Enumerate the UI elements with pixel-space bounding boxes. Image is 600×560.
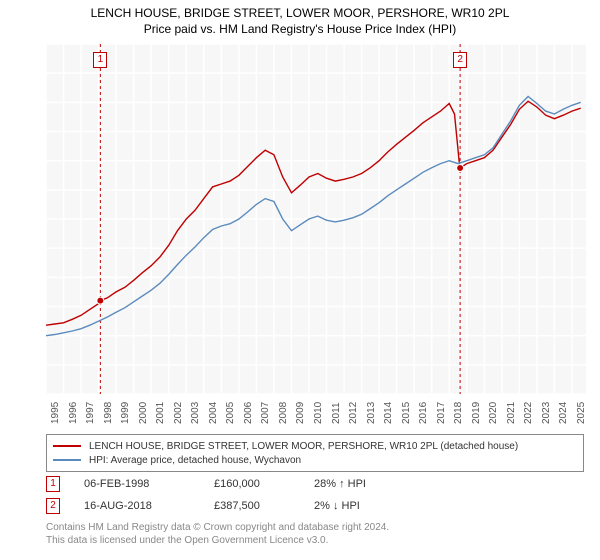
footnote-line-2: This data is licensed under the Open Gov… (46, 535, 586, 548)
legend-item-property: LENCH HOUSE, BRIDGE STREET, LOWER MOOR, … (53, 439, 577, 453)
x-tick-label: 2019 (471, 402, 482, 424)
x-tick-label: 2014 (383, 402, 394, 424)
x-tick-label: 2000 (138, 402, 149, 424)
chart-sale-marker: 2 (453, 52, 467, 68)
x-tick-label: 1995 (50, 402, 61, 424)
x-tick-label: 2011 (331, 402, 342, 424)
legend-swatch-hpi (53, 459, 81, 461)
sale-marker-2: 2 (46, 498, 60, 514)
x-tick-label: 2006 (243, 402, 254, 424)
legend: LENCH HOUSE, BRIDGE STREET, LOWER MOOR, … (46, 434, 584, 472)
x-tick-label: 2003 (190, 402, 201, 424)
x-tick-label: 2015 (401, 402, 412, 424)
x-tick-label: 2009 (295, 402, 306, 424)
sale-marker-1: 1 (46, 476, 60, 492)
x-tick-label: 2008 (278, 402, 289, 424)
x-tick-label: 2004 (208, 402, 219, 424)
sale-row-2: 2 16-AUG-2018 £387,500 2% ↓ HPI (46, 496, 586, 516)
x-tick-label: 2013 (366, 402, 377, 424)
sale-pct-2: 2% ↓ HPI (314, 500, 434, 512)
x-tick-label: 2002 (173, 402, 184, 424)
legend-item-hpi: HPI: Average price, detached house, Wych… (53, 453, 577, 467)
sale-row-1: 1 06-FEB-1998 £160,000 28% ↑ HPI (46, 474, 586, 494)
sale-date-1: 06-FEB-1998 (84, 478, 214, 490)
legend-label-property: LENCH HOUSE, BRIDGE STREET, LOWER MOOR, … (89, 441, 518, 452)
x-tick-label: 1999 (120, 402, 131, 424)
price-chart (46, 44, 586, 394)
x-tick-label: 2024 (558, 402, 569, 424)
x-tick-label: 2010 (313, 402, 324, 424)
legend-label-hpi: HPI: Average price, detached house, Wych… (89, 455, 301, 466)
sale-price-2: £387,500 (214, 500, 314, 512)
sale-dot (97, 297, 104, 304)
x-tick-label: 2017 (436, 402, 447, 424)
y-axis-ticks: £0£50K£100K£150K£200K£250K£300K£350K£400… (0, 44, 46, 394)
x-tick-label: 2018 (453, 402, 464, 424)
x-tick-label: 2007 (260, 402, 271, 424)
x-tick-label: 2016 (418, 402, 429, 424)
footnote: Contains HM Land Registry data © Crown c… (46, 522, 586, 547)
x-tick-label: 2025 (576, 402, 587, 424)
sale-dot (457, 164, 464, 171)
x-tick-label: 2020 (488, 402, 499, 424)
x-tick-label: 2005 (225, 402, 236, 424)
title-line-2: Price paid vs. HM Land Registry's House … (0, 22, 600, 36)
x-tick-label: 1997 (85, 402, 96, 424)
x-tick-label: 1998 (103, 402, 114, 424)
sale-pct-1: 28% ↑ HPI (314, 478, 434, 490)
x-tick-label: 2012 (348, 402, 359, 424)
title-block: LENCH HOUSE, BRIDGE STREET, LOWER MOOR, … (0, 0, 600, 36)
footnote-line-1: Contains HM Land Registry data © Crown c… (46, 522, 586, 535)
sale-date-2: 16-AUG-2018 (84, 500, 214, 512)
x-tick-label: 2001 (155, 402, 166, 424)
x-axis-ticks: 1995 1996 1997 1998 1999 2000 2001 2002 2003 2004… (46, 394, 586, 430)
x-tick-label: 2023 (541, 402, 552, 424)
title-line-1: LENCH HOUSE, BRIDGE STREET, LOWER MOOR, … (0, 6, 600, 20)
x-tick-label: 2022 (523, 402, 534, 424)
sales-table: 1 06-FEB-1998 £160,000 28% ↑ HPI 2 16-AU… (46, 474, 586, 518)
sale-price-1: £160,000 (214, 478, 314, 490)
chart-container: LENCH HOUSE, BRIDGE STREET, LOWER MOOR, … (0, 0, 600, 560)
chart-sale-marker: 1 (93, 52, 107, 68)
x-tick-label: 1996 (68, 402, 79, 424)
x-tick-label: 2021 (506, 402, 517, 424)
legend-swatch-property (53, 445, 81, 447)
